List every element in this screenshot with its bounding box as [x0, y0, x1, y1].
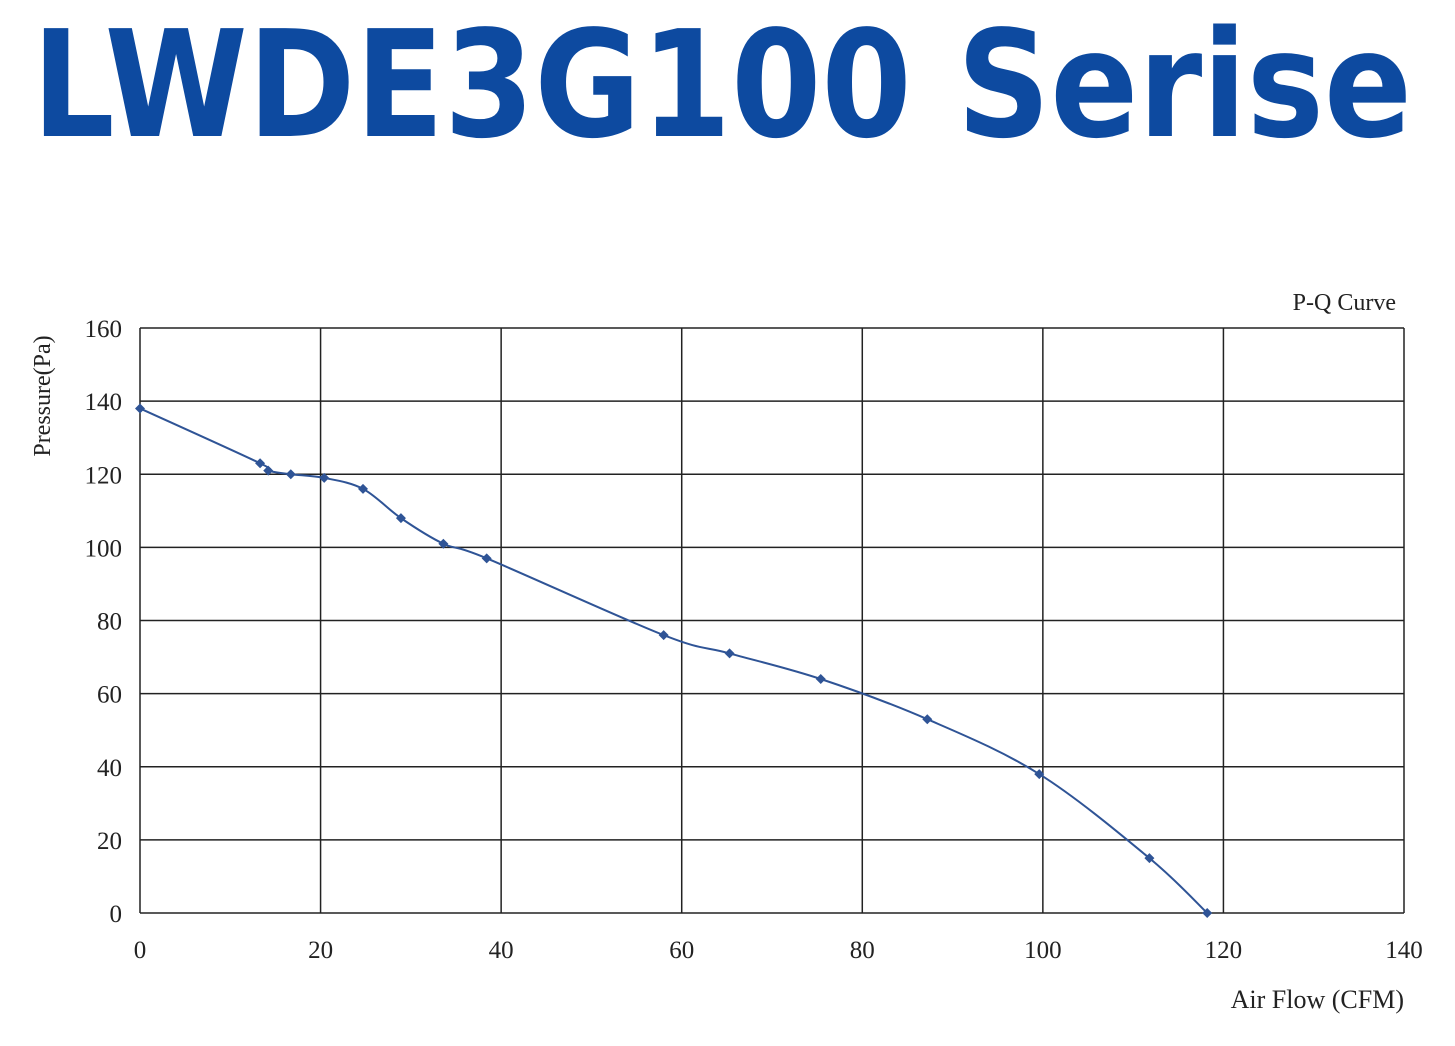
- data-point: [255, 458, 266, 469]
- y-tick-label: 60: [97, 682, 122, 709]
- data-point: [658, 630, 669, 641]
- x-tick-label: 120: [1205, 937, 1243, 964]
- x-tick-label: 40: [489, 937, 514, 964]
- chart-title: P-Q Curve: [1293, 290, 1396, 316]
- data-point: [285, 469, 296, 480]
- x-tick-label: 0: [134, 937, 147, 964]
- y-tick-label: 20: [97, 828, 122, 855]
- x-tick-label: 20: [308, 937, 333, 964]
- data-point: [135, 403, 145, 414]
- x-tick-label: 80: [850, 937, 875, 964]
- data-point: [358, 483, 369, 494]
- y-tick-label: 120: [85, 462, 123, 489]
- y-axis-label: Pressure(Pa): [30, 335, 56, 456]
- data-point: [815, 674, 826, 684]
- y-tick-label: 140: [85, 389, 123, 416]
- data-point: [1202, 908, 1213, 918]
- data-point: [263, 465, 274, 476]
- data-point: [1144, 853, 1155, 864]
- data-point: [481, 553, 492, 564]
- data-point: [395, 513, 406, 524]
- y-tick-label: 0: [110, 901, 123, 928]
- y-tick-label: 40: [97, 755, 122, 782]
- data-point: [724, 648, 735, 659]
- page-title: LWDE3G100 Serise: [32, 0, 1412, 171]
- x-tick-label: 140: [1385, 937, 1423, 964]
- data-point: [319, 472, 330, 483]
- x-axis-label: Air Flow (CFM): [1231, 985, 1404, 1014]
- y-tick-label: 160: [85, 316, 123, 343]
- data-point: [438, 538, 449, 549]
- x-tick-label: 100: [1024, 937, 1062, 964]
- y-tick-label: 80: [97, 609, 122, 636]
- data-point: [922, 714, 933, 725]
- data-point: [1034, 769, 1045, 780]
- pq-curve: [139, 407, 1208, 914]
- y-tick-label: 100: [85, 535, 123, 562]
- x-tick-label: 60: [669, 937, 694, 964]
